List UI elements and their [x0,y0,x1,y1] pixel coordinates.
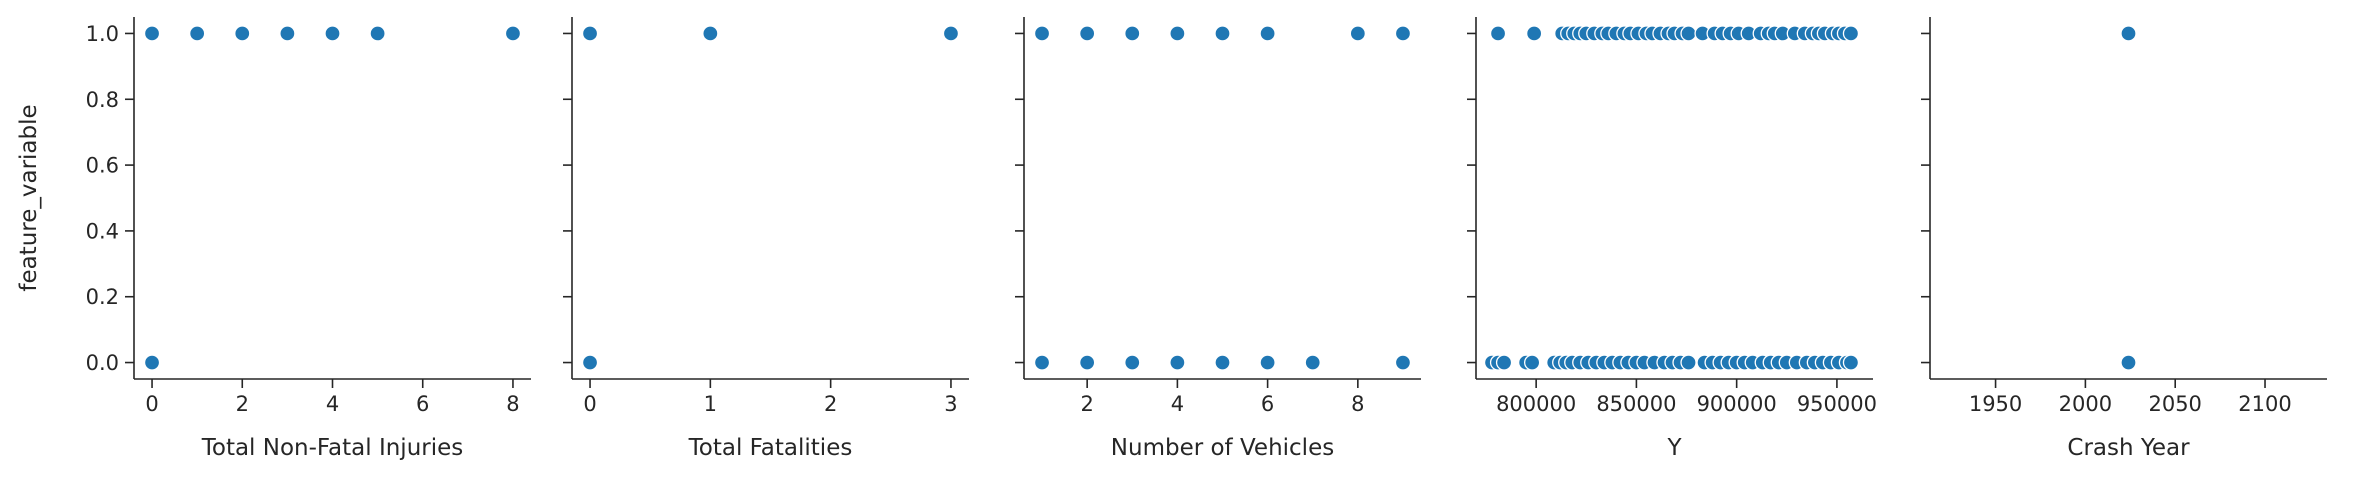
x-tick-label: 8 [1351,392,1364,416]
x-tick-label: 8 [506,392,519,416]
data-point [1214,354,1231,371]
x-tick-label: 900000 [1697,392,1777,416]
x-tick-label: 4 [1171,392,1184,416]
data-point [581,25,599,42]
data-point [1680,25,1697,42]
x-tick-label: 850000 [1596,392,1676,416]
data-point [1169,354,1186,371]
data-point [1495,354,1513,371]
panel-4: 800000 850000 900000 950000 Y [1467,17,1877,461]
data-point [1394,354,1412,371]
data-point [1489,25,1507,42]
data-point [279,25,296,42]
x-tick-label: 6 [416,392,429,416]
data-point [1033,354,1051,371]
x-tick-label: 2100 [2238,392,2291,416]
panel-2: 0 1 2 3 Total Fatalities [563,17,969,461]
data-point [189,25,206,42]
x-axis-label: Number of Vehicles [1111,435,1334,461]
y-tick-label: 0.8 [86,88,119,112]
data-point [1842,25,1860,42]
x-tick-label: 1950 [1969,392,2022,416]
x-tick-label: 800000 [1496,392,1576,416]
data-point [1259,354,1276,371]
data-point [1842,354,1860,371]
data-point [1214,25,1231,42]
data-point [1124,25,1141,42]
y-tick-label: 1.0 [86,22,119,46]
x-tick-label: 2 [824,392,837,416]
x-axis-label: Total Fatalities [688,435,853,461]
data-point [1523,354,1541,371]
panel-3: 2 4 6 8 Number of Vehicles [1015,17,1421,461]
x-tick-label: 2 [236,392,249,416]
data-point [1349,25,1366,42]
data-point [1394,25,1412,42]
data-point [1079,354,1096,371]
x-tick-label: 6 [1261,392,1274,416]
data-point [143,25,161,42]
data-point [234,25,251,42]
y-tick-label: 0.0 [86,351,119,375]
y-tick-label: 0.6 [86,154,119,178]
data-point [1304,354,1321,371]
x-tick-label: 2 [1080,392,1093,416]
panel-1: 0.0 0.2 0.4 0.6 0.8 1.0 0 2 4 6 8 Total Non-Fatal I… [16,17,531,461]
panel-5: 1950 2000 2050 2100 Crash Year [1921,17,2327,461]
data-point [1079,25,1096,42]
data-point [1033,25,1051,42]
y-axis-label: feature_variable [16,104,42,291]
data-point [1680,354,1697,371]
x-tick-label: 2050 [2148,392,2201,416]
y-tick-label: 0.2 [86,285,119,309]
x-tick-label: 3 [944,392,957,416]
x-tick-label: 1 [704,392,717,416]
x-axis-label: Total Non-Fatal Injuries [201,435,464,461]
data-point [504,25,522,42]
x-tick-label: 950000 [1797,392,1877,416]
x-axis-label: Y [1666,435,1682,461]
data-point [2120,354,2137,371]
x-tick-label: 2000 [2059,392,2112,416]
data-point [1259,25,1276,42]
data-point [1169,25,1186,42]
x-tick-label: 0 [583,392,596,416]
data-point [369,25,386,42]
x-axis-label: Crash Year [2067,435,2190,461]
y-tick-label: 0.4 [86,219,119,243]
data-point [2120,25,2137,42]
data-point [1525,25,1543,42]
data-point [1124,354,1141,371]
data-point [581,354,599,371]
data-point [143,354,161,371]
data-point [942,25,960,42]
x-tick-label: 0 [145,392,158,416]
x-tick-label: 4 [326,392,339,416]
data-point [702,25,719,42]
data-point [324,25,341,42]
